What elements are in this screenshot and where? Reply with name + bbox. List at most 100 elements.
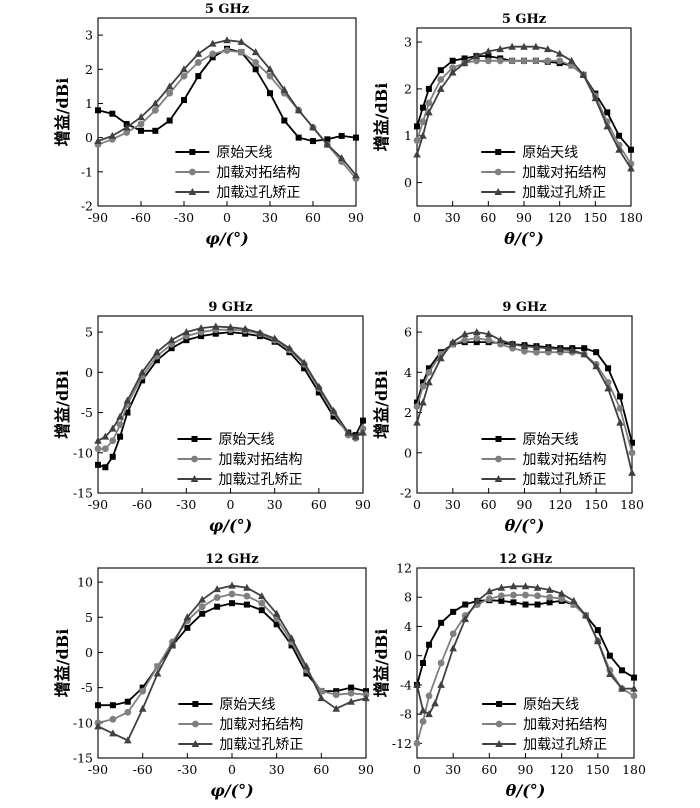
data-point xyxy=(226,323,235,331)
data-point xyxy=(272,609,281,617)
legend-label: 加载对拓结构 xyxy=(216,165,300,181)
legend-marker xyxy=(188,188,197,195)
y-tick-label: 8 xyxy=(404,590,412,605)
data-point xyxy=(604,384,612,392)
data-point xyxy=(593,349,600,356)
data-point xyxy=(137,113,145,121)
data-point xyxy=(108,424,117,432)
panel-5: -90 -60 -30 0 30 60 90 -15 -10 -5 0 5 10 12 GHz φ/(°) 增… xyxy=(53,552,374,800)
series-2 xyxy=(413,57,635,168)
data-point xyxy=(257,592,266,600)
data-point xyxy=(330,413,337,420)
data-point xyxy=(461,615,470,623)
data-point xyxy=(237,48,245,56)
data-point xyxy=(485,336,493,344)
x-tick-label: 30 xyxy=(262,210,278,225)
panel-3: -90 -60 -30 0 30 60 90 -15 -10 -5 0 5 9 GHz φ/(°) 增益/d… xyxy=(53,300,371,535)
data-point xyxy=(569,596,578,604)
y-tick-label: 0 xyxy=(404,175,412,190)
data-point xyxy=(522,601,529,608)
x-tick-label: 60 xyxy=(305,210,321,225)
data-point xyxy=(108,131,117,139)
series-line xyxy=(97,325,364,442)
y-tick-label: 4 xyxy=(404,365,412,380)
legend-label: 加载过孔矫正 xyxy=(522,185,606,201)
x-tick-label: 90 xyxy=(518,762,534,777)
x-tick-label: 120 xyxy=(548,210,572,225)
data-point xyxy=(521,347,528,355)
legend-item: 加载过孔矫正 xyxy=(177,472,303,488)
y-tick-label: -15 xyxy=(73,751,93,766)
x-tick-label: 0 xyxy=(223,210,231,225)
data-point xyxy=(347,697,355,705)
legend-marker xyxy=(494,168,502,176)
legend-label: 加载过孔矫正 xyxy=(219,472,303,488)
data-point xyxy=(436,84,445,92)
data-point xyxy=(631,674,637,681)
data-point xyxy=(348,684,355,691)
data-point xyxy=(166,89,174,97)
legend-label: 加载过孔矫正 xyxy=(523,472,607,488)
data-point xyxy=(184,624,191,631)
y-tick-label: 10 xyxy=(77,575,93,590)
data-point xyxy=(461,55,468,62)
x-tick-label: -60 xyxy=(132,497,152,512)
data-point xyxy=(484,47,493,55)
series-3 xyxy=(413,42,635,172)
legend-item: 原始天线 xyxy=(481,432,579,448)
data-point xyxy=(267,90,273,97)
panel-2: 0 30 60 90 120 150 180 0 1 2 3 5 GHz θ/(°) 增益/dBi 原始天线… xyxy=(372,12,643,248)
data-point xyxy=(437,76,445,83)
data-point xyxy=(437,67,444,74)
data-point xyxy=(419,718,427,725)
data-point xyxy=(438,619,445,626)
data-point xyxy=(95,702,101,709)
data-point xyxy=(301,365,308,372)
x-tick-label: -30 xyxy=(174,210,194,225)
data-point xyxy=(167,336,176,344)
legend-label: 加载过孔矫正 xyxy=(523,737,607,753)
data-point xyxy=(414,123,420,130)
data-point xyxy=(462,601,469,608)
data-point xyxy=(630,692,638,700)
legend-item: 加载对拓结构 xyxy=(177,452,303,468)
data-point xyxy=(198,333,205,340)
data-point xyxy=(628,146,634,153)
data-point xyxy=(273,621,280,628)
legend-item: 原始天线 xyxy=(481,145,578,161)
data-point xyxy=(209,54,216,61)
series-3 xyxy=(413,582,638,718)
data-point xyxy=(616,132,623,139)
y-tick-label: 5 xyxy=(85,325,93,340)
y-axis-label: 增益/dBi xyxy=(53,78,72,147)
data-point xyxy=(139,687,147,695)
data-point xyxy=(567,56,576,64)
data-point xyxy=(419,131,427,139)
data-point xyxy=(285,344,294,352)
legend-label: 加载过孔矫正 xyxy=(216,185,300,201)
data-point xyxy=(309,123,317,131)
x-tick-label: -30 xyxy=(177,762,197,777)
data-point xyxy=(223,36,231,44)
x-tick-label: 60 xyxy=(481,497,497,512)
data-point xyxy=(151,99,160,107)
data-point xyxy=(510,599,517,606)
data-point xyxy=(520,42,528,50)
data-point xyxy=(256,328,264,336)
data-point xyxy=(315,382,323,390)
data-point xyxy=(359,425,367,433)
data-point xyxy=(153,348,161,356)
data-point xyxy=(109,437,117,445)
series-3 xyxy=(94,322,367,444)
data-point xyxy=(362,694,370,702)
data-point xyxy=(419,706,427,714)
data-point xyxy=(199,610,206,617)
data-point xyxy=(213,594,221,601)
y-tick-label: -8 xyxy=(400,707,412,722)
data-point xyxy=(497,583,506,591)
x-tick-label: 30 xyxy=(269,762,285,777)
data-point xyxy=(419,379,426,386)
